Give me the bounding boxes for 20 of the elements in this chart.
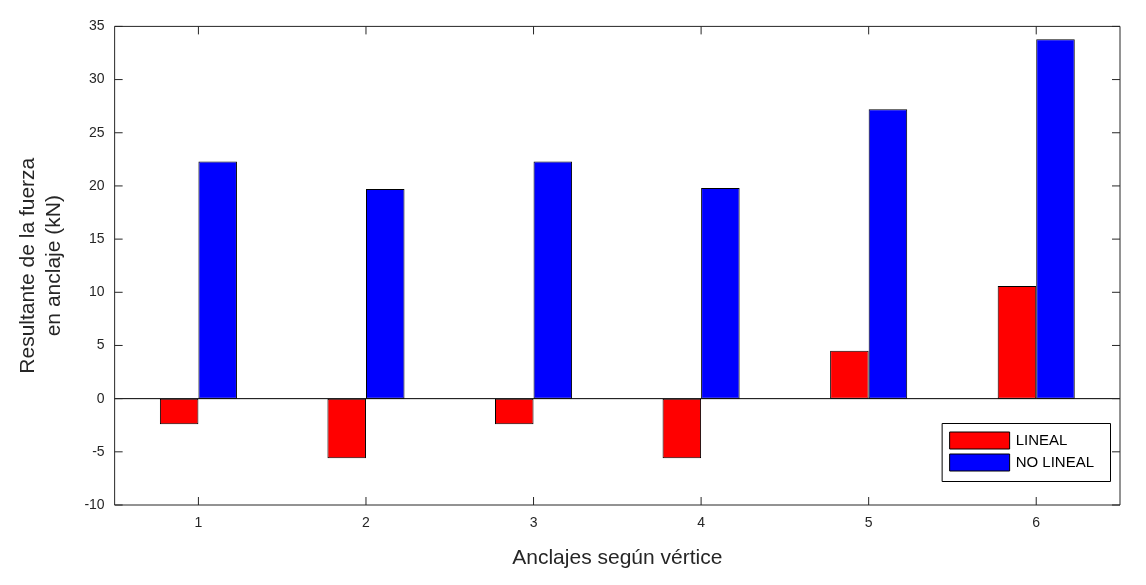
- y-axis-title: Resultante de la fuerza en anclaje (kN): [15, 157, 64, 374]
- y-tick-label: 30: [89, 70, 105, 87]
- x-tick-label: 1: [194, 514, 203, 531]
- x-tick-label: 6: [1032, 514, 1041, 531]
- y-tick-label: 35: [89, 17, 105, 34]
- y-tick-label: 0: [96, 389, 105, 406]
- x-axis-title: Anclajes según vértice: [512, 545, 723, 569]
- y-tick-label: 15: [89, 229, 105, 246]
- x-tick-label: 5: [864, 514, 873, 531]
- y-tick-label: 25: [89, 123, 105, 140]
- x-tick-label: 2: [362, 514, 371, 531]
- x-tick-label: 4: [697, 514, 706, 531]
- x-tick-label: 3: [529, 514, 538, 531]
- legend-label: LINEAL: [1015, 431, 1068, 449]
- y-tick-label: 10: [89, 283, 105, 300]
- y-tick-label: 5: [96, 336, 105, 353]
- y-tick-label: -5: [92, 442, 105, 459]
- legend-label: NO LINEAL: [1015, 453, 1095, 471]
- y-tick-label: 20: [89, 176, 105, 193]
- y-tick-label: -10: [84, 495, 105, 512]
